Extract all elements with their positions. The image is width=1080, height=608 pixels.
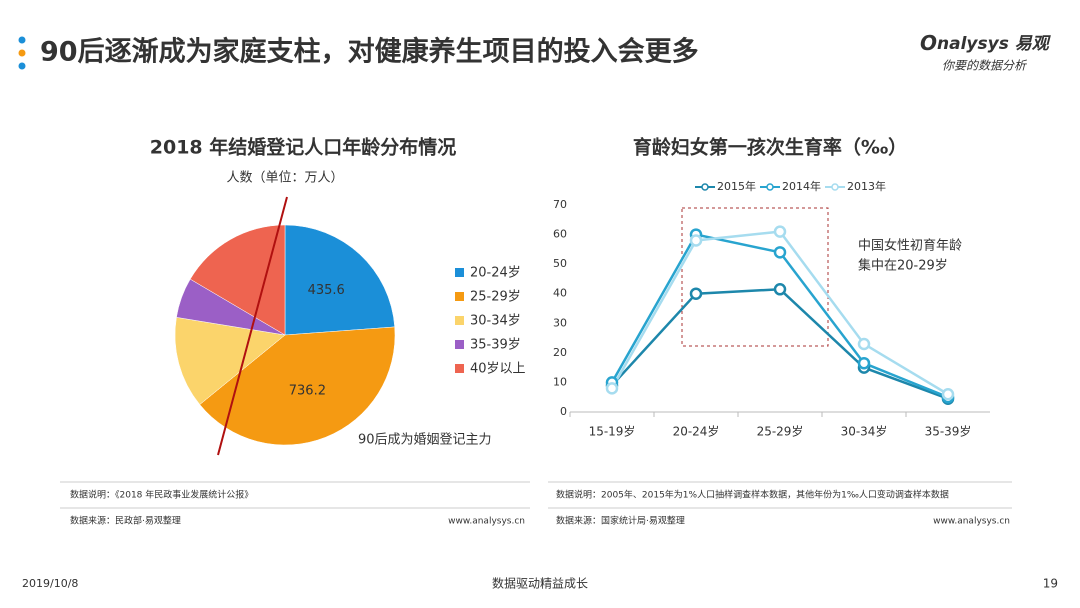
value-label: 435.6 [308,283,345,298]
unit-label: 人数（单位：万人） [226,171,343,186]
legend-marker [701,183,709,191]
x-tick-label: 30-34岁 [841,424,888,439]
y-tick-label: 50 [553,257,567,270]
bullet [18,49,26,57]
legend-swatch [455,268,464,277]
bullet [18,36,26,44]
legend-label: 2015年 [717,179,756,193]
logo: Onalysys 易观 [920,31,1052,55]
legend-label: 25-29岁 [470,290,521,305]
legend-swatch [455,316,464,325]
divider-line [217,196,288,456]
y-tick-label: 40 [553,287,567,300]
chart-title: 育龄妇女第一孩次生育率（‰） [633,136,907,159]
legend-swatch [455,364,464,373]
note: 数据说明：2005年、2015年为1%人口抽样调查样本数据，其他年份为1‰人口变… [556,489,949,501]
note: 数据来源：民政部·易观整理 [70,515,181,527]
data-point [689,234,703,247]
note: www.analysys.cn [448,517,525,527]
annotation: 90后成为婚姻登记主力 [358,433,492,448]
y-tick-label: 70 [553,198,567,211]
data-point [689,287,703,300]
note: 数据说明：《2018 年民政事业发展统计公报》 [70,489,253,501]
y-tick-label: 0 [560,405,567,418]
data-point [773,246,787,259]
data-point [941,388,955,401]
annotation: 中国女性初育年龄 [858,238,962,254]
note: 数据来源：国家统计局·易观整理 [556,515,685,527]
legend-marker [766,183,774,191]
x-tick-label: 20-24岁 [673,424,720,439]
data-point [773,283,787,296]
note: www.analysys.cn [933,517,1010,527]
legend-label: 35-39岁 [470,338,521,353]
y-tick-label: 60 [553,228,567,241]
pie-slice [174,317,286,405]
x-tick-label: 35-39岁 [925,424,972,439]
data-point [857,337,871,351]
pie-slice [189,224,286,336]
footer-slogan: 数据驱动精益成长 [492,576,588,591]
legend-label: 30-34岁 [470,314,521,329]
data-point [605,382,619,395]
series-line [611,288,949,400]
legend-swatch [455,292,464,301]
legend-label: 2013年 [847,179,886,193]
legend-label: 2014年 [782,179,821,193]
chart-title: 2018 年结婚登记人口年龄分布情况 [150,136,457,159]
logo-slogan: 你要的数据分析 [942,59,1028,73]
annotation: 集中在20-29岁 [858,258,948,274]
y-tick-label: 20 [553,346,567,359]
y-tick-label: 10 [553,375,567,388]
x-tick-label: 25-29岁 [757,424,804,439]
value-label: 736.2 [289,384,326,399]
x-tick-label: 15-19岁 [589,424,636,439]
slide-title: 90后逐渐成为家庭支柱，对健康养生项目的投入会更多 [40,36,699,68]
footer-date: 2019/10/8 [22,577,78,590]
y-tick-label: 30 [553,316,567,329]
logo-text: nalysys 易观 [937,34,1052,54]
pie-slice [284,224,395,336]
bullet [18,62,26,70]
data-point [773,225,787,238]
legend-marker [831,183,839,191]
legend-label: 20-24岁 [470,266,521,281]
data-point [857,356,871,370]
legend-label: 40岁以上 [470,362,526,377]
page-number: 19 [1043,577,1058,591]
highlight-box [681,207,829,347]
legend-swatch [455,340,464,349]
